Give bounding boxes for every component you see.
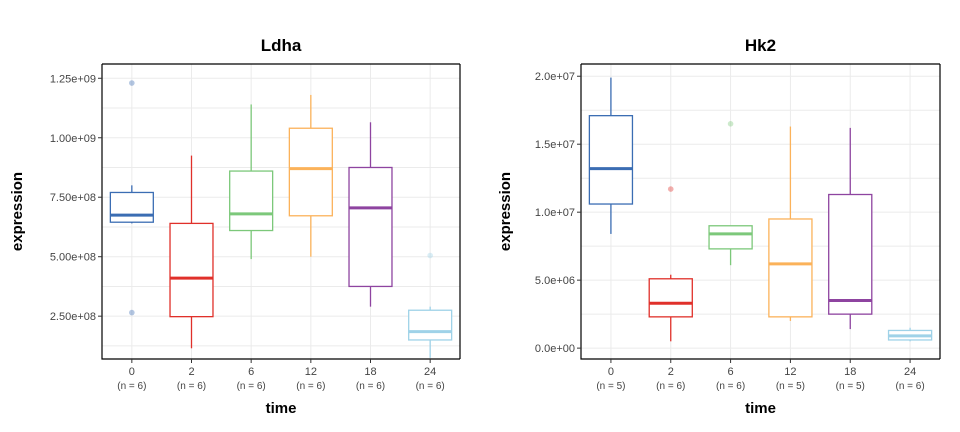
x-count-label: (n = 6) (895, 381, 924, 392)
x-count-label: (n = 5) (776, 381, 805, 392)
x-count-label: (n = 5) (836, 381, 865, 392)
box-24 (887, 327, 933, 342)
panel-hk2: 0.0e+00 5.0e+06 1.0e+07 1.5e+07 2.0e+07 0 (n =… (497, 36, 941, 417)
y-tick-label: 2.0e+07 (535, 71, 575, 83)
x-tick-label: 12 (305, 366, 317, 378)
box-24 (408, 252, 453, 358)
iqr-box (109, 191, 154, 223)
outlier-point (129, 80, 135, 86)
y-tick-label: 5.0e+06 (535, 275, 575, 287)
x-count-label: (n = 6) (416, 381, 445, 392)
x-tick-label: 2 (668, 366, 674, 378)
x-tick-label: 2 (188, 366, 194, 378)
iqr-box (229, 170, 274, 232)
x-tick-label: 0 (608, 366, 614, 378)
box-0 (588, 77, 634, 234)
x-count-label: (n = 6) (296, 381, 325, 392)
box-18 (348, 122, 393, 307)
x-count-label: (n = 5) (596, 381, 625, 392)
iqr-box (828, 193, 873, 315)
iqr-box (588, 115, 634, 205)
y-tick-label: 5.00e+08 (50, 252, 96, 264)
box-12 (768, 126, 813, 321)
y-tick-label: 0.0e+00 (535, 343, 575, 355)
panel-ldha: 2.50e+08 5.00e+08 7.50e+08 1.00e+09 1.25e+09… (9, 36, 461, 417)
x-axis-title: time (745, 400, 776, 417)
x-tick-label: 12 (784, 366, 796, 378)
box-2 (648, 186, 693, 342)
box-6 (229, 104, 274, 260)
x-tick-label: 24 (424, 366, 436, 378)
y-axis-title: expression (9, 172, 26, 251)
iqr-box (708, 225, 753, 250)
x-tick-label: 6 (248, 366, 254, 378)
y-tick-label: 1.25e+09 (50, 73, 96, 85)
x-count-label: (n = 6) (237, 381, 266, 392)
chart-title: Ldha (261, 36, 302, 55)
x-tick-label: 18 (844, 366, 856, 378)
x-tick-label: 6 (728, 366, 734, 378)
iqr-box (648, 278, 693, 318)
y-tick-label: 1.00e+09 (50, 133, 96, 145)
x-axis-title: time (266, 400, 297, 417)
x-count-label: (n = 6) (656, 381, 685, 392)
box-12 (288, 94, 333, 257)
x-count-label: (n = 6) (117, 381, 146, 392)
y-tick-label: 7.50e+08 (50, 192, 96, 204)
x-count-label: (n = 6) (356, 381, 385, 392)
iqr-box (169, 222, 214, 318)
x-tick-label: 24 (904, 366, 916, 378)
box-6 (708, 121, 753, 266)
outlier-point (667, 186, 674, 192)
iqr-box (408, 309, 453, 341)
iqr-box (768, 218, 813, 318)
x-count-label: (n = 6) (177, 381, 206, 392)
y-tick-label: 2.50e+08 (50, 311, 96, 323)
iqr-box (348, 166, 393, 288)
outlier-point (727, 121, 734, 127)
y-tick-label: 1.0e+07 (535, 207, 575, 219)
box-18 (828, 127, 873, 330)
box-0 (109, 80, 154, 316)
x-tick-label: 0 (129, 366, 135, 378)
iqr-box (288, 127, 333, 217)
y-tick-label: 1.5e+07 (535, 139, 575, 151)
y-axis-title: expression (497, 172, 514, 251)
x-tick-label: 18 (364, 366, 376, 378)
x-count-label: (n = 6) (716, 381, 745, 392)
outlier-point (427, 252, 433, 259)
outlier-point (129, 309, 135, 316)
chart-title: Hk2 (745, 36, 776, 55)
box-2 (169, 155, 214, 349)
